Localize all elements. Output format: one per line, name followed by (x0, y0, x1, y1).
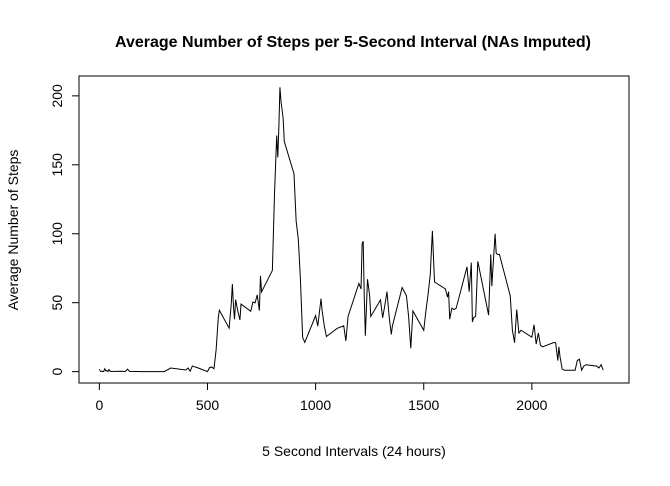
x-tick-label: 1000 (300, 397, 331, 413)
y-tick-label: 200 (49, 84, 65, 108)
x-tick-label: 0 (95, 397, 103, 413)
y-tick-label: 50 (49, 295, 65, 311)
x-tick-label: 1500 (408, 397, 439, 413)
data-line (98, 87, 604, 373)
x-tick-label: 500 (196, 397, 220, 413)
chart-title: Average Number of Steps per 5-Second Int… (115, 34, 591, 51)
y-tick-label: 150 (49, 153, 65, 177)
y-tick-label: 0 (49, 368, 65, 376)
y-tick-label: 100 (49, 222, 65, 246)
plot-frame (78, 75, 630, 384)
x-axis-label: 5 Second Intervals (24 hours) (262, 443, 446, 459)
y-axis-label: Average Number of Steps (5, 150, 21, 311)
x-tick-label: 2000 (516, 397, 547, 413)
